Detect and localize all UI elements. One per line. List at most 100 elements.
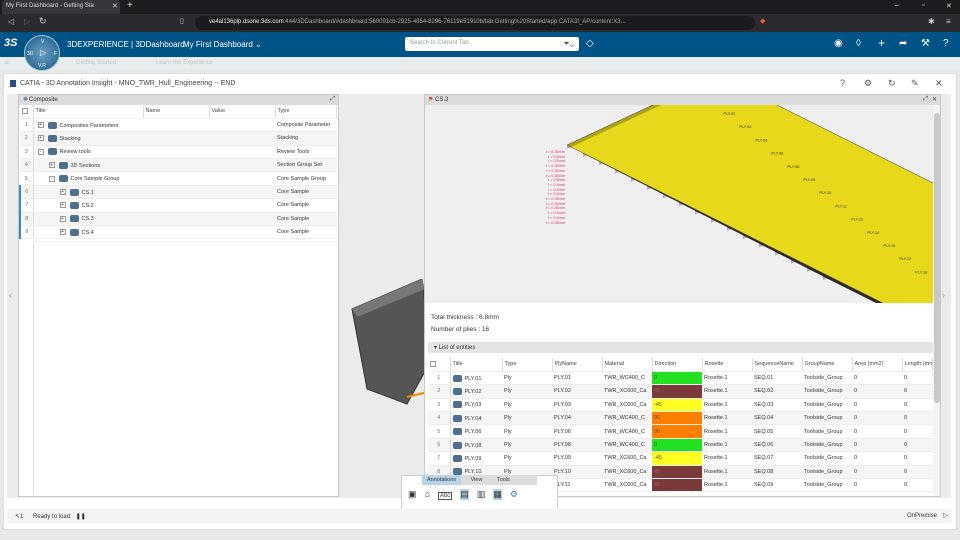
url-input[interactable]: ve4al136plp.dsone.3ds.com:444/3DDashboar…: [195, 16, 755, 30]
table-row[interactable]: 8 PLY.10 Ply PLY.10 TWR_XC600_Ca 45 Rosette.1 S…: [428, 465, 933, 480]
tree-title-cell[interactable]: + Stacking: [33, 131, 143, 146]
settings-icon[interactable]: ⚙: [864, 78, 873, 88]
col-title[interactable]: Title: [33, 105, 144, 119]
profile-icon[interactable]: ◉: [834, 38, 843, 49]
col-header[interactable]: PlyName: [552, 358, 603, 372]
table-row[interactable]: 3 PLY.03 Ply PLY.03 TWR_XC600_Ca -45 Rosette.1…: [428, 398, 933, 413]
cs-tab[interactable]: ⚑ CS.3 ⤢ ✕: [425, 95, 940, 105]
next-arrow-icon[interactable]: ›: [942, 290, 945, 300]
expand-toggle[interactable]: -: [48, 175, 55, 182]
tab-annotations[interactable]: Annotations: [422, 475, 462, 485]
select-all-checkbox[interactable]: [428, 358, 451, 372]
annotation-filter-icon[interactable]: ▥: [476, 489, 486, 499]
tools-icon[interactable]: ⚒: [921, 38, 930, 49]
tree-row[interactable]: 8 + CS.3 Core Sample: [19, 212, 337, 227]
extensions-icon[interactable]: ✱: [928, 17, 935, 26]
sidebar-toggle-icon[interactable]: ≡: [4, 58, 9, 67]
col-header[interactable]: Area (mm2): [852, 358, 903, 372]
scrollbar-thumb[interactable]: [934, 113, 940, 403]
tree-row[interactable]: 3 - Review tools Review Tools: [20, 145, 337, 160]
help-icon[interactable]: ?: [840, 78, 846, 88]
help-icon[interactable]: ?: [943, 38, 949, 49]
forward-icon[interactable]: ▷: [24, 17, 31, 26]
search-input[interactable]: Search In Current Tab ⏷⌄: [405, 37, 579, 51]
forward-share-icon[interactable]: ➦: [899, 38, 908, 49]
minimize-icon[interactable]: –: [895, 2, 899, 9]
tree-row[interactable]: 5 - Core Sample Group Core Sample Group: [20, 171, 337, 186]
table-row[interactable]: 2 PLY.02 Ply PLY.02 TWR_XC600_Ca 45 Rosette.1 S…: [428, 384, 933, 399]
select-all-checkbox[interactable]: [20, 105, 34, 119]
tag-icon[interactable]: ◇: [586, 38, 594, 49]
reload-icon[interactable]: ↻: [39, 16, 47, 26]
col-value[interactable]: Value: [209, 105, 276, 119]
col-header[interactable]: Length (mm): [902, 358, 933, 372]
col-type[interactable]: Type: [275, 105, 337, 119]
next-icon[interactable]: ▷: [943, 513, 948, 519]
expand-toggle[interactable]: +: [48, 162, 55, 169]
expand-toggle[interactable]: +: [37, 135, 44, 142]
tree-row[interactable]: 9 + CS.4 Core Sample: [19, 225, 337, 240]
table-row[interactable]: 7 PLY.09 Ply PLY.09 TWR_XC600_Ca -45 Rosette.1…: [428, 451, 933, 466]
col-name[interactable]: Name: [143, 105, 210, 119]
col-header[interactable]: Rosette: [702, 358, 753, 372]
col-header[interactable]: Title: [450, 358, 503, 372]
close-widget-icon[interactable]: ✕: [935, 78, 943, 88]
expand-icon[interactable]: ⤢: [330, 96, 335, 102]
tree-row[interactable]: 6 + CS.1 Core Sample: [19, 185, 337, 200]
expand-toggle[interactable]: -: [37, 148, 44, 155]
bookmark-icon[interactable]: ▯: [180, 18, 184, 25]
col-header[interactable]: Type: [502, 358, 553, 372]
dashboard-selector[interactable]: My First Dashboard ⌄: [183, 40, 262, 49]
tree-title-cell[interactable]: - Review tools: [33, 145, 143, 160]
expand-toggle[interactable]: +: [37, 122, 44, 129]
tree-title-cell[interactable]: +3D Sections: [33, 158, 143, 173]
settings-gear-icon[interactable]: ⚙: [509, 489, 518, 499]
text-annotation-icon[interactable]: Abc: [437, 492, 453, 500]
tree-title-cell[interactable]: + CS.3: [33, 212, 143, 227]
tree-row[interactable]: 4 +3D Sections Section Group Set: [20, 158, 337, 173]
tab-tools[interactable]: Tools: [496, 477, 510, 483]
tree-title-cell[interactable]: + CS.1: [33, 185, 143, 200]
share-icon[interactable]: ◊: [856, 38, 861, 49]
tree-title-cell[interactable]: + Composites Parameters: [33, 118, 143, 133]
list-of-entities-header[interactable]: ▾ List of entities: [428, 342, 933, 353]
back-icon[interactable]: ◁: [8, 17, 15, 26]
expand-toggle[interactable]: +: [59, 215, 66, 222]
close-tab-icon[interactable]: ✕: [112, 3, 118, 10]
new-tab-icon[interactable]: +: [127, 0, 133, 11]
col-header[interactable]: Direction: [652, 358, 703, 372]
tab-getting-started[interactable]: Getting Started: [76, 60, 117, 66]
tree-title-cell[interactable]: - Core Sample Group: [33, 171, 143, 186]
expand-toggle[interactable]: +: [59, 229, 66, 236]
prev-arrow-icon[interactable]: ‹: [9, 290, 12, 300]
expand-toggle[interactable]: +: [59, 189, 66, 196]
add-icon[interactable]: +: [878, 36, 886, 50]
browser-tab[interactable]: My First Dashboard - Getting Sta: [2, 0, 120, 14]
table-row[interactable]: 1 PLY.01 Ply PLY.01 TWR_WC400_C 0 Rosette.1 SEQ…: [428, 371, 933, 386]
pin-icon[interactable]: ✎: [911, 78, 919, 88]
filter-icon[interactable]: ⏷⌄: [563, 39, 574, 48]
home-icon[interactable]: ⌂: [424, 489, 430, 499]
composite-tab[interactable]: ✺ Composite ⤢: [19, 95, 338, 105]
col-header[interactable]: GroupName: [802, 358, 853, 372]
window-close-icon[interactable]: ✕: [946, 3, 952, 10]
table-row[interactable]: 9PLY.11PlyPLY.11TWR_XC600_Ca45Rosette.1S…: [428, 478, 933, 493]
menu-icon[interactable]: ≡: [946, 17, 951, 26]
tree-title-cell[interactable]: + CS.2: [33, 198, 143, 213]
tree-row[interactable]: 2 + Stacking Stacking: [20, 131, 337, 146]
scrollbar[interactable]: [933, 105, 940, 496]
expand-icon[interactable]: ⤢: [923, 96, 928, 102]
brave-shield-icon[interactable]: ◆: [760, 18, 766, 25]
tree-title-cell[interactable]: + CS.4: [33, 225, 143, 240]
table-row[interactable]: 6 PLY.08 Ply PLY.08 TWR_WC400_C 0 Rosette.1 SEQ…: [428, 438, 933, 453]
table-row[interactable]: 4 PLY.04 Ply PLY.04 TWR_WC400_C 90 Rosette.1 SE…: [428, 411, 933, 426]
tab-view[interactable]: View: [470, 477, 483, 483]
section-icon[interactable]: ▣: [408, 489, 417, 499]
tab-learn-experience[interactable]: Learn the Experience: [156, 60, 214, 66]
compass[interactable]: V 3D F V.R ▷: [24, 35, 60, 71]
pause-icon[interactable]: ❚❚: [75, 514, 86, 520]
table-row[interactable]: 5 PLY.06 Ply PLY.06 TWR_WC400_C 90 Rosette.1 SE…: [428, 424, 933, 439]
tree-row[interactable]: 1 + Composites Parameters Composite Param…: [20, 118, 337, 133]
col-header[interactable]: SequenceName: [752, 358, 803, 372]
close-panel-icon[interactable]: ✕: [931, 97, 937, 103]
